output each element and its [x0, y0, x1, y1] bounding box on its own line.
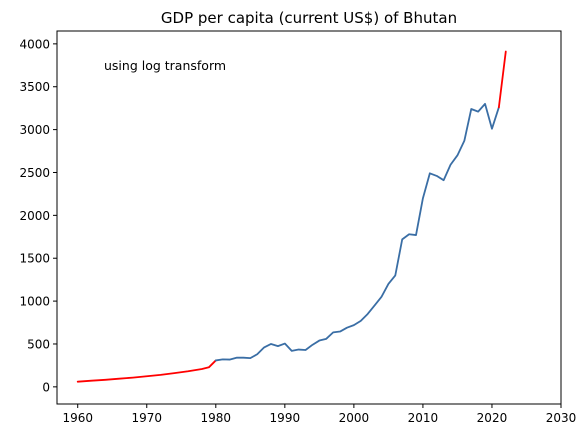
- y-tick-label: 500: [27, 337, 50, 351]
- chart-annotation: using log transform: [104, 58, 226, 73]
- y-tick-label: 3500: [19, 80, 50, 94]
- y-axis: 0 500 1000 1500 2000 2500 3000 3500 4000: [19, 37, 57, 394]
- chart-title: GDP per capita (current US$) of Bhutan: [161, 9, 457, 27]
- y-tick-label: 3000: [19, 123, 50, 137]
- x-tick-label: 2010: [408, 411, 439, 425]
- y-tick-label: 2500: [19, 166, 50, 180]
- y-tick-label: 4000: [19, 37, 50, 51]
- series-layer: [76, 50, 507, 383]
- plot-frame: [56, 30, 562, 405]
- y-tick-label: 0: [42, 380, 50, 394]
- x-tick-label: 2020: [477, 411, 508, 425]
- observed-series-line: [214, 102, 500, 362]
- estimated-series-line: [497, 50, 507, 109]
- x-tick-label: 1970: [131, 411, 162, 425]
- estimated-series-line: [76, 359, 217, 383]
- y-tick-label: 2000: [19, 209, 50, 223]
- y-tick-label: 1000: [19, 295, 50, 309]
- y-tick-label: 1500: [19, 252, 50, 266]
- x-axis: 1960 1970 1980 1990 2000 2010 2020 2030: [62, 404, 576, 425]
- x-tick-label: 1980: [201, 411, 232, 425]
- x-tick-label: 1960: [62, 411, 93, 425]
- plot-area: 1960 1970 1980 1990 2000 2010 2020 2030 0 500 100…: [19, 30, 576, 425]
- x-tick-label: 1990: [270, 411, 301, 425]
- x-tick-label: 2000: [339, 411, 370, 425]
- x-tick-label: 2030: [546, 411, 577, 425]
